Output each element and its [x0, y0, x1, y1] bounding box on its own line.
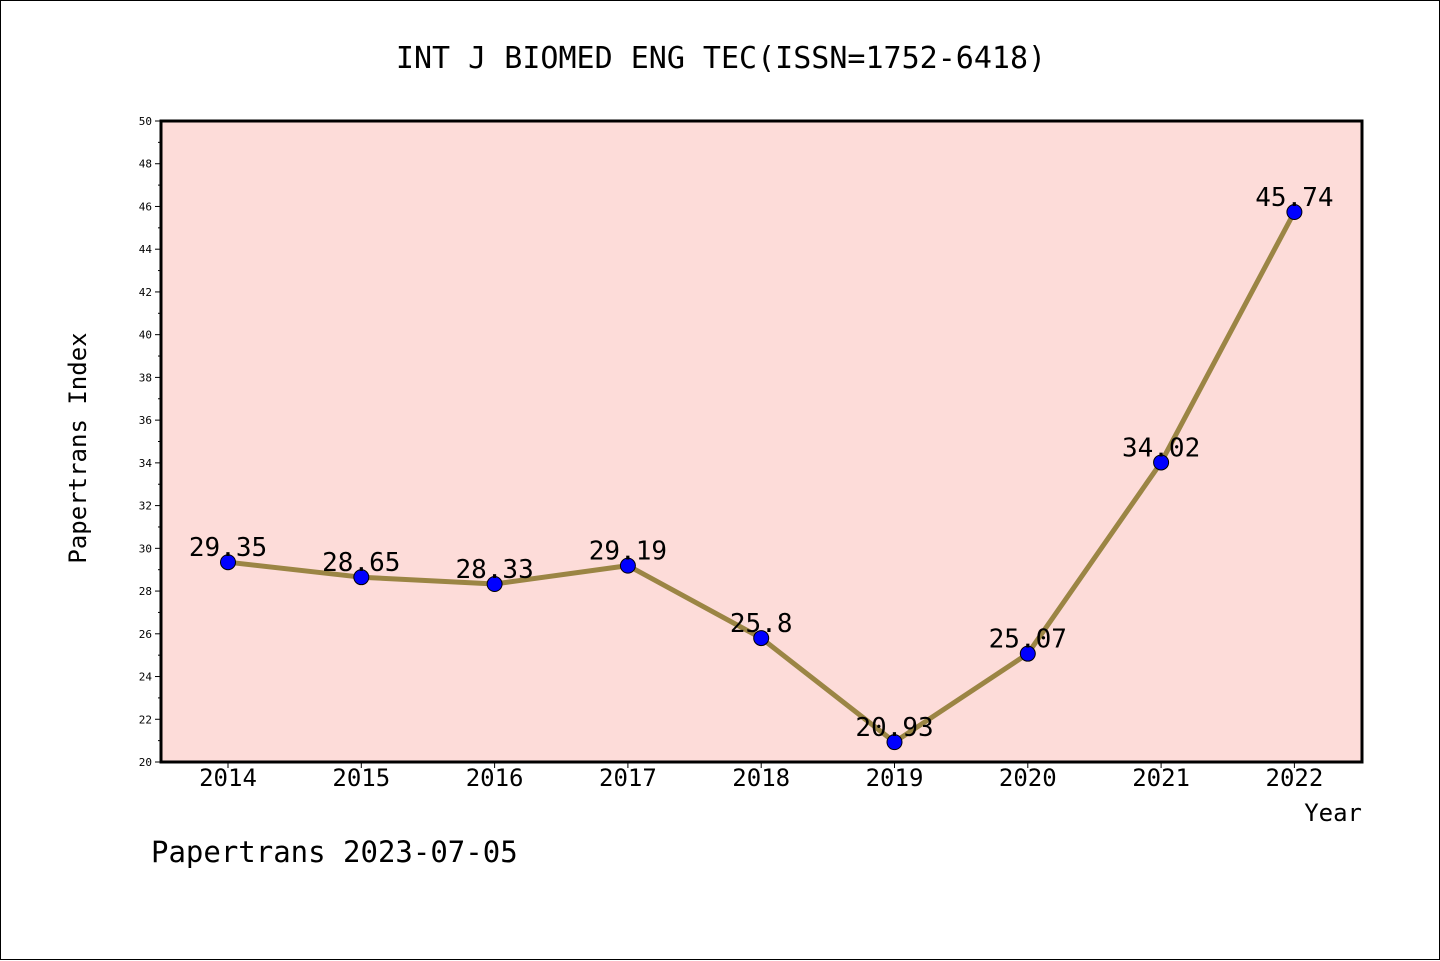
data-point: [1019, 645, 1036, 662]
y-axis-title: Papertrans Index: [64, 332, 92, 563]
y-tick-label: 46: [139, 200, 152, 213]
data-point: [753, 630, 770, 647]
data-label: 25.07: [989, 625, 1067, 655]
data-label: 20.93: [855, 713, 933, 743]
y-tick-label: 22: [139, 713, 152, 726]
x-tick-label: 2019: [866, 764, 924, 792]
data-point: [619, 557, 636, 574]
x-tick-label: 2022: [1266, 764, 1324, 792]
data-label: 34.02: [1122, 433, 1200, 463]
y-tick-label: 50: [139, 115, 152, 128]
y-tick-label: 30: [139, 542, 152, 555]
data-point: [486, 576, 503, 593]
y-tick-label: 36: [139, 414, 152, 427]
y-tick-label: 48: [139, 158, 152, 171]
y-tick-label: 28: [139, 585, 152, 598]
x-tick-label: 2015: [332, 764, 390, 792]
data-label: 28.65: [322, 548, 400, 578]
data-markers: [220, 204, 1303, 751]
data-label: 25.8: [730, 609, 793, 639]
data-label: 45.74: [1255, 183, 1333, 213]
x-axis-title: Year: [1304, 799, 1362, 827]
plot-area: [159, 119, 1364, 764]
x-tick-label: 2016: [466, 764, 524, 792]
data-label: 29.35: [189, 533, 267, 563]
y-tick-label: 24: [139, 671, 153, 684]
data-point: [886, 734, 903, 751]
y-tick-label: 32: [139, 500, 152, 513]
x-tick-label: 2014: [199, 764, 257, 792]
data-point: [220, 554, 236, 571]
x-axis: 2014 2015 2016 2017 2018 2019 2020 2021 2022: [199, 762, 1323, 792]
data-point: [1286, 204, 1303, 221]
data-point: [1153, 454, 1170, 471]
y-axis: 20 22 24 26 28 30 32 34 36 38 40 42 44 46 48 50: [139, 115, 161, 769]
x-tick-label: 2018: [732, 764, 790, 792]
y-tick-label: 34: [139, 457, 153, 470]
data-label: 29.19: [589, 537, 667, 567]
y-tick-label: 20: [139, 756, 152, 769]
y-tick-label: 42: [139, 286, 152, 299]
y-tick-label: 40: [139, 329, 152, 342]
y-tick-label: 44: [139, 243, 153, 256]
data-labels: 29.35 28.65 28.33 29.19 25.8 20.93 25.07 34.02 4…: [189, 183, 1334, 743]
data-point: [353, 569, 370, 586]
footer-note: Papertrans 2023-07-05: [151, 835, 518, 869]
y-tick-label: 38: [139, 371, 152, 384]
x-tick-label: 2020: [999, 764, 1057, 792]
x-tick-label: 2021: [1132, 764, 1190, 792]
y-tick-label: 26: [139, 628, 152, 641]
x-tick-label: 2017: [599, 764, 657, 792]
data-label: 28.33: [455, 555, 533, 585]
chart-title: INT J BIOMED ENG TEC(ISSN=1752-6418): [396, 41, 1046, 76]
